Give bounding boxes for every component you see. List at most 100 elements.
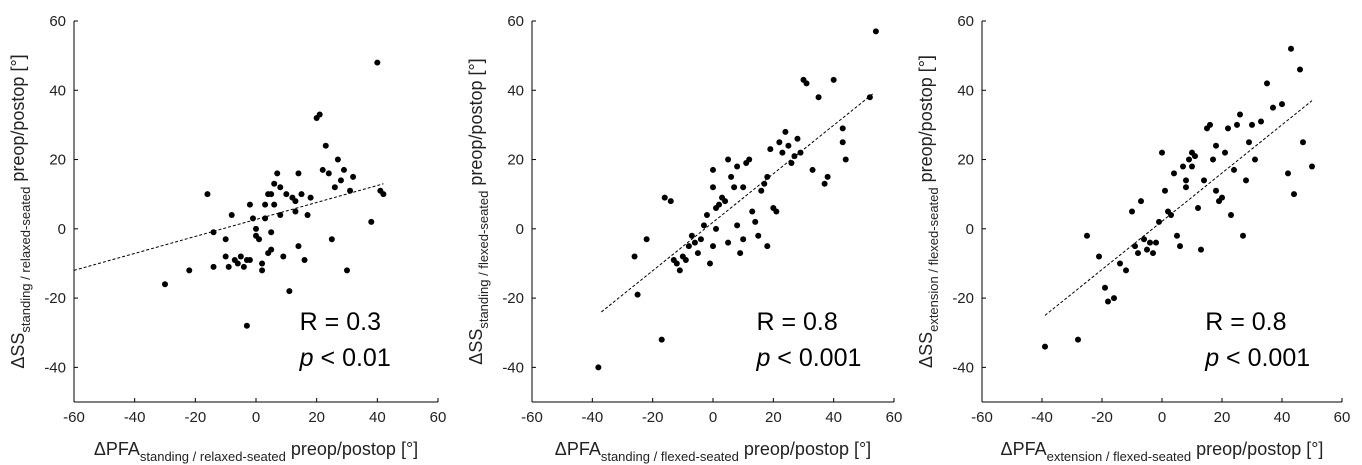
data-point [331, 184, 338, 191]
x-label-prefix: ΔPFA [555, 439, 601, 459]
y-axis-label: ΔSSstanding / flexed-seated preop/postop… [466, 58, 491, 364]
data-point [1210, 156, 1216, 163]
x-label-suffix: preop/postop [°] [1191, 439, 1323, 459]
data-point [271, 201, 278, 208]
p-value-text: p < 0.001 [755, 344, 861, 372]
y-tick-label: 40 [507, 82, 524, 99]
data-point [295, 170, 302, 177]
data-point [162, 281, 168, 288]
data-point [1117, 260, 1123, 267]
data-point [1186, 156, 1192, 163]
data-point [773, 208, 780, 215]
y-label-prefix: ΔSS [8, 333, 28, 369]
data-point [1258, 118, 1264, 125]
data-point [334, 156, 341, 163]
data-point [268, 229, 275, 236]
data-point [186, 267, 193, 274]
p-value: < 0.001 [770, 344, 861, 372]
y-tick-label: -20 [952, 290, 974, 307]
p-value: < 0.001 [1219, 344, 1310, 372]
data-point [1096, 253, 1102, 260]
data-point [694, 250, 701, 257]
y-label-subscript: standing / flexed-seated [476, 191, 491, 329]
data-point [764, 173, 771, 180]
x-label-subscript: standing / relaxed-seated [140, 449, 286, 464]
data-point [368, 218, 375, 225]
data-point [788, 160, 795, 167]
data-point [1144, 246, 1150, 253]
y-tick-label: 60 [507, 13, 524, 30]
data-point [225, 263, 232, 270]
data-point [1264, 80, 1270, 87]
data-point [277, 211, 284, 218]
data-point [803, 80, 810, 87]
data-point [658, 336, 665, 343]
data-point [210, 263, 217, 270]
data-point [1285, 170, 1291, 177]
data-point [746, 156, 753, 163]
data-point [307, 194, 314, 201]
data-point [1135, 250, 1141, 257]
x-tick-label: 20 [1214, 409, 1231, 426]
data-point [1138, 198, 1144, 205]
correlation-r-text: R = 0.3 [300, 308, 381, 336]
data-point [1243, 177, 1249, 184]
data-point [700, 222, 707, 229]
data-point [1207, 121, 1213, 128]
x-label-prefix: ΔPFA [94, 439, 140, 459]
data-point [259, 267, 266, 274]
data-point [740, 184, 747, 191]
data-point [328, 236, 335, 243]
data-point [1249, 121, 1255, 128]
data-point [1180, 163, 1186, 170]
p-symbol: p [299, 344, 314, 372]
data-point [1252, 156, 1258, 163]
scatter-panel-1: -60 -40 -20 0 20 40 60-40-200204060ΔPFAstandin… [8, 13, 446, 464]
y-tick-label: -20 [44, 290, 66, 307]
correlation-r-text: R = 0.8 [1205, 308, 1286, 336]
data-point [697, 236, 704, 243]
data-point [1102, 284, 1108, 291]
data-point [295, 243, 302, 250]
p-symbol: p [755, 344, 770, 372]
y-label-suffix: preop/postop [°] [466, 58, 486, 190]
data-point [710, 166, 716, 173]
p-value: < 0.01 [314, 344, 391, 372]
y-tick-label: 20 [49, 152, 66, 169]
x-tick-label: 60 [886, 409, 903, 426]
data-point [779, 149, 786, 156]
data-point [749, 208, 756, 215]
data-point [1153, 239, 1159, 246]
x-tick-label: 40 [1274, 409, 1291, 426]
data-point [710, 184, 716, 191]
data-point [703, 211, 710, 218]
x-label-suffix: preop/postop [°] [286, 439, 418, 459]
scatter-panel-2: -60 -40 -20 0 20 40 60-40-200204060ΔPFAstandin… [466, 13, 902, 464]
data-point [688, 232, 695, 239]
data-point [344, 267, 350, 274]
data-point [725, 156, 732, 163]
data-point [374, 59, 381, 66]
data-point [667, 198, 674, 205]
x-tick-label: -20 [184, 409, 206, 426]
y-tick-label: -40 [952, 359, 974, 376]
data-point [767, 146, 774, 153]
x-tick-label: 20 [765, 409, 782, 426]
data-point [1147, 239, 1153, 246]
data-point [631, 253, 638, 260]
x-tick-label: -20 [1091, 409, 1113, 426]
data-point [1288, 45, 1294, 52]
data-point [764, 243, 771, 250]
data-point [268, 246, 275, 253]
data-point [1201, 177, 1207, 184]
y-tick-label: 60 [49, 13, 66, 30]
data-point [1240, 232, 1246, 239]
data-point [1246, 139, 1252, 146]
x-tick-label: -20 [642, 409, 664, 426]
data-point [740, 236, 747, 243]
data-point [676, 267, 683, 274]
data-point [809, 166, 816, 173]
p-value-text: p < 0.01 [299, 344, 391, 372]
y-label-suffix: preop/postop [°] [8, 54, 28, 186]
